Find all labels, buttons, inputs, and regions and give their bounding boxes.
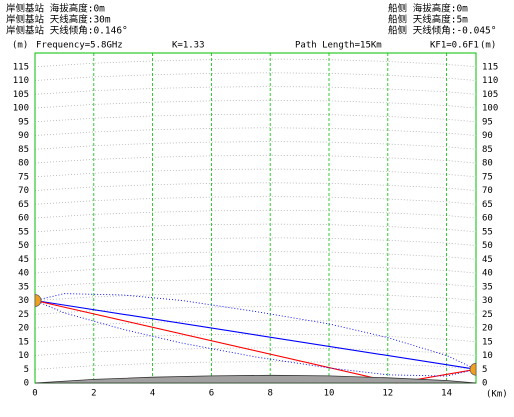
header-left: 岸侧基站 天线倾角:0.146° bbox=[6, 25, 128, 37]
header-right: 船侧 天线倾角:-0.045° bbox=[388, 25, 496, 37]
y-tick-label: 40 bbox=[18, 269, 29, 279]
x-tick-label: 10 bbox=[324, 389, 335, 399]
y-tick-label: 85 bbox=[482, 145, 493, 155]
y-tick-label: 95 bbox=[18, 117, 29, 127]
path-line bbox=[34, 299, 477, 370]
header-right: 船侧 海拔高度:0m bbox=[388, 3, 468, 15]
y-tick-label: 75 bbox=[18, 172, 29, 182]
y-tick-label: 110 bbox=[13, 76, 29, 86]
y-tick-label: 25 bbox=[18, 310, 29, 320]
y-tick-label: 100 bbox=[482, 104, 498, 114]
fresnel-zone bbox=[34, 293, 477, 370]
y-tick-label: 55 bbox=[18, 227, 29, 237]
y-tick-label: 45 bbox=[482, 255, 493, 265]
x-tick-label: 6 bbox=[209, 389, 214, 399]
x-tick-label: 2 bbox=[91, 389, 96, 399]
y-tick-label: 10 bbox=[482, 351, 493, 361]
y-tick-label: 100 bbox=[13, 104, 29, 114]
header-right: 船侧 天线高度:5m bbox=[388, 14, 468, 26]
y-tick-label: 5 bbox=[24, 365, 29, 375]
y-tick-label: 95 bbox=[482, 117, 493, 127]
y-tick-label: 5 bbox=[482, 365, 487, 375]
y-label: (m) bbox=[12, 41, 28, 51]
y-tick-label: 50 bbox=[482, 241, 493, 251]
y-tick-label: 115 bbox=[13, 62, 29, 72]
y-tick-label: 50 bbox=[18, 241, 29, 251]
earth-bulge bbox=[34, 374, 477, 384]
x-tick-label: 4 bbox=[150, 389, 155, 399]
info: K=1.33 bbox=[172, 41, 205, 51]
header-left: 岸侧基站 天线高度:30m bbox=[6, 14, 111, 26]
y-tick-label: 65 bbox=[482, 200, 493, 210]
y-tick-label: 45 bbox=[18, 255, 29, 265]
y-tick-label: 35 bbox=[18, 282, 29, 292]
y-tick-label: 20 bbox=[18, 324, 29, 334]
info: Path Length=15Km bbox=[295, 41, 382, 51]
y-tick-label: 55 bbox=[482, 227, 493, 237]
x-tick-label: 14 bbox=[441, 389, 452, 399]
x-tick-label: 8 bbox=[267, 389, 272, 399]
y-label: (m) bbox=[480, 41, 496, 51]
y-tick-label: 70 bbox=[18, 186, 29, 196]
fresnel-zone bbox=[34, 300, 477, 377]
y-tick-label: 40 bbox=[482, 269, 493, 279]
y-tick-label: 30 bbox=[482, 296, 493, 306]
y-tick-label: 0 bbox=[24, 379, 29, 389]
info: Frequency=5.8GHz bbox=[36, 41, 123, 51]
x-tick-label: 12 bbox=[382, 389, 393, 399]
y-tick-label: 25 bbox=[482, 310, 493, 320]
y-tick-label: 0 bbox=[482, 379, 487, 389]
antenna bbox=[34, 294, 42, 307]
x-label: (Km) bbox=[486, 390, 508, 400]
antenna bbox=[469, 362, 477, 376]
y-tick-label: 15 bbox=[18, 337, 29, 347]
y-tick-label: 115 bbox=[482, 62, 498, 72]
y-tick-label: 20 bbox=[482, 324, 493, 334]
y-tick-label: 80 bbox=[18, 159, 29, 169]
info: KF1=0.6F1 bbox=[430, 41, 479, 51]
y-tick-label: 30 bbox=[18, 296, 29, 306]
x-tick-label: 0 bbox=[32, 389, 37, 399]
y-tick-label: 70 bbox=[482, 186, 493, 196]
y-tick-label: 105 bbox=[482, 90, 498, 100]
y-tick-label: 60 bbox=[482, 214, 493, 224]
y-tick-label: 65 bbox=[18, 200, 29, 210]
y-tick-label: 90 bbox=[18, 131, 29, 141]
y-tick-label: 80 bbox=[482, 159, 493, 169]
y-tick-label: 15 bbox=[482, 337, 493, 347]
y-tick-label: 35 bbox=[482, 282, 493, 292]
y-tick-label: 60 bbox=[18, 214, 29, 224]
y-tick-label: 85 bbox=[18, 145, 29, 155]
header-left: 岸侧基站 海拔高度:0m bbox=[6, 3, 105, 15]
y-tick-label: 105 bbox=[13, 90, 29, 100]
y-tick-label: 110 bbox=[482, 76, 498, 86]
y-tick-label: 75 bbox=[482, 172, 493, 182]
y-tick-label: 90 bbox=[482, 131, 493, 141]
y-tick-label: 10 bbox=[18, 351, 29, 361]
